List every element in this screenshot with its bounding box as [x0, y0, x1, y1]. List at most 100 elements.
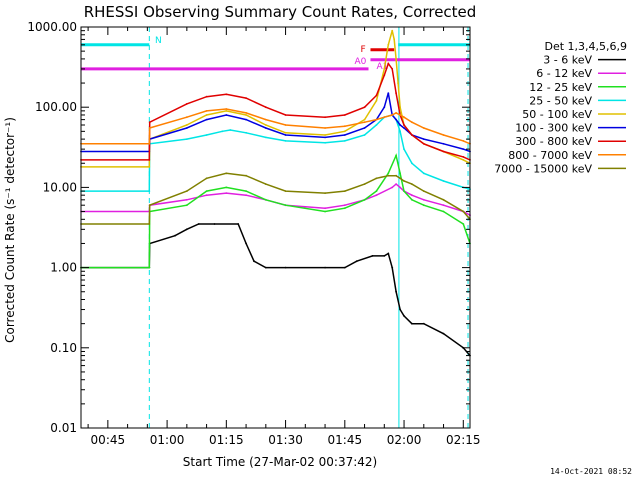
data-point — [395, 112, 397, 114]
axes: 1000.00 100.00 10.00 1.00 0.10 0.01 00:45 01:00… — [27, 20, 480, 447]
plot-area: N F A0 A1 — [80, 27, 471, 428]
series-line-2 — [81, 153, 471, 269]
data-point — [395, 290, 397, 293]
data-point — [225, 192, 228, 195]
y-tick-label: 0.10 — [50, 341, 77, 355]
series-line-8 — [81, 172, 471, 225]
chart-title: RHESSI Observing Summary Count Rates, Co… — [84, 3, 477, 21]
data-point — [399, 308, 401, 311]
plot-frame — [80, 26, 471, 429]
data-point — [213, 223, 216, 225]
data-point — [375, 194, 378, 197]
data-point — [245, 194, 248, 197]
data-point — [399, 172, 401, 175]
data-point — [363, 106, 366, 109]
y-tick-label: 0.01 — [50, 421, 77, 435]
data-point — [442, 134, 445, 136]
data-point — [148, 159, 151, 161]
data-point — [411, 322, 413, 325]
data-point — [174, 234, 176, 237]
data-point — [375, 99, 378, 102]
data-point — [264, 118, 267, 121]
data-point — [205, 114, 208, 116]
data-point — [148, 166, 151, 168]
data-point — [391, 266, 394, 269]
data-point — [324, 141, 326, 144]
data-point — [387, 62, 390, 65]
legend-entry-1: 6 - 12 keV — [536, 67, 592, 80]
data-point — [442, 198, 445, 201]
data-point — [245, 118, 248, 121]
legend-entry-2: 12 - 25 keV — [529, 81, 592, 94]
data-point — [343, 125, 346, 128]
legend-entry-3: 25 - 50 keV — [529, 94, 592, 107]
data-point — [324, 116, 326, 119]
data-point — [284, 114, 287, 116]
data-point — [148, 223, 151, 225]
data-point — [225, 93, 228, 96]
data-point — [343, 204, 346, 207]
data-point — [185, 190, 188, 193]
data-point — [225, 172, 228, 175]
status-bar-label-3: A0 — [355, 57, 367, 67]
legend-entry-5: 100 - 300 keV — [515, 122, 592, 135]
data-point — [375, 190, 378, 193]
data-point — [245, 112, 248, 114]
data-point — [245, 97, 248, 99]
data-point — [395, 92, 397, 94]
data-point — [205, 134, 208, 136]
y-tick-label: 1000.00 — [27, 20, 77, 34]
data-point — [422, 190, 425, 193]
data-point — [264, 124, 267, 126]
data-point — [343, 130, 346, 133]
data-point — [245, 114, 248, 116]
legend-entry-0: 3 - 6 keV — [543, 54, 592, 67]
x-tick-label: 01:30 — [268, 433, 303, 447]
data-point — [253, 260, 255, 263]
data-point — [225, 186, 228, 189]
data-point — [375, 124, 378, 126]
y-tick-label: 10.00 — [43, 180, 77, 194]
data-point — [462, 210, 465, 213]
data-point — [284, 204, 287, 207]
data-point — [324, 127, 326, 129]
data-point — [395, 183, 397, 186]
data-point — [245, 242, 248, 245]
data-point — [391, 186, 394, 189]
data-point — [343, 207, 346, 210]
data-point — [395, 58, 397, 60]
data-point — [391, 114, 394, 116]
data-point — [375, 177, 378, 180]
data-point — [185, 124, 188, 126]
data-point — [245, 131, 248, 134]
data-point — [399, 124, 401, 126]
data-point — [395, 154, 397, 157]
data-point — [411, 183, 413, 186]
data-point — [411, 162, 413, 165]
legend-entry-8: 7000 - 15000 keV — [494, 162, 592, 175]
data-point — [205, 177, 208, 180]
data-point — [205, 95, 208, 98]
data-point — [395, 118, 397, 121]
data-point — [343, 134, 346, 136]
data-point — [422, 172, 425, 175]
x-tick-label: 02:15 — [446, 433, 481, 447]
x-tick-label: 01:00 — [150, 433, 185, 447]
data-point — [148, 142, 151, 145]
data-point — [387, 174, 390, 177]
data-point — [264, 106, 267, 109]
data-point — [205, 118, 208, 121]
data-point — [185, 116, 188, 119]
data-point — [324, 266, 326, 269]
data-point — [363, 127, 366, 129]
y-tick-label: 1.00 — [50, 261, 77, 275]
x-axis-label: Start Time (27-Mar-02 00:37:42) — [183, 455, 377, 469]
data-point — [403, 124, 405, 126]
data-point — [225, 114, 228, 116]
data-point — [185, 138, 188, 141]
data-point — [185, 103, 188, 105]
series-line-3 — [81, 114, 471, 192]
data-point — [355, 260, 358, 263]
data-point — [264, 127, 267, 129]
